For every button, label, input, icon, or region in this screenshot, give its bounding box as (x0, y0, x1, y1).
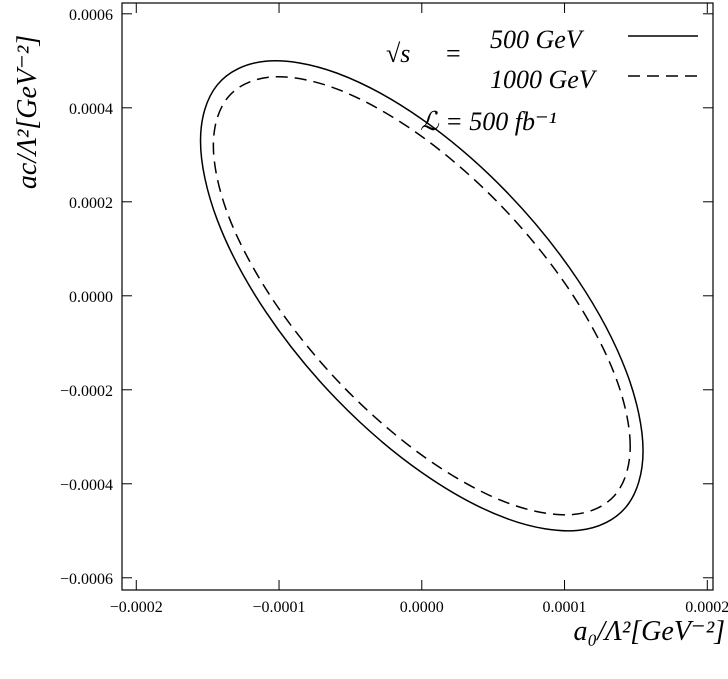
x-tick-label: 0.0002 (685, 599, 728, 616)
y-tick-label: −0.0002 (60, 383, 113, 400)
y-axis-label: ac/Λ²[GeV⁻²] (12, 35, 43, 189)
legend-prefix: √s (386, 39, 410, 68)
y-tick-label: −0.0004 (60, 477, 113, 494)
contour-line (212, 76, 631, 516)
x-tick-label: 0.0000 (400, 599, 444, 616)
y-tick-label: −0.0006 (60, 571, 113, 588)
plot-frame (121, 2, 714, 591)
legend-equals: = (446, 39, 461, 68)
y-tick-label: 0.0004 (69, 101, 113, 118)
y-tick-label: 0.0000 (69, 289, 113, 306)
contour-line (199, 60, 644, 532)
x-axis-label: a₀/Λ²[GeV⁻²] (573, 616, 725, 647)
x-tick-label: 0.0001 (543, 599, 587, 616)
y-tick-label: 0.0006 (69, 7, 113, 24)
x-tick-label: −0.0001 (253, 599, 306, 616)
annotation: ℒ = 500 fb⁻¹ (420, 107, 557, 136)
legend-label: 500 GeV (490, 25, 585, 54)
legend-label: 1000 GeV (490, 65, 598, 94)
y-tick-label: 0.0002 (69, 195, 113, 212)
x-tick-label: −0.0002 (110, 599, 163, 616)
